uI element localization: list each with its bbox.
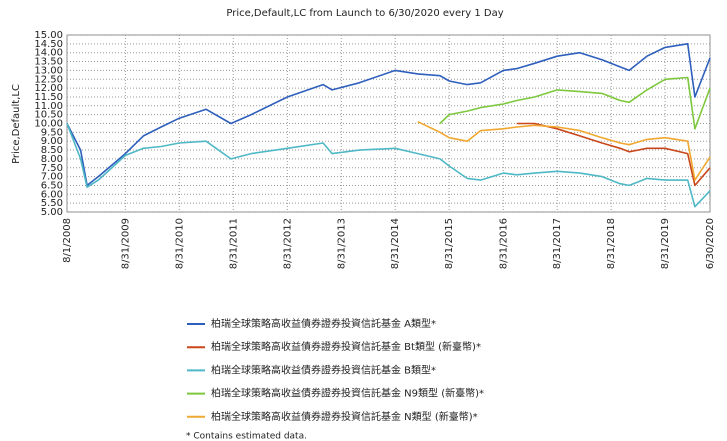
x-tick-label: 8/31/2017: [552, 218, 563, 269]
x-tick-label: 8/31/2012: [282, 218, 293, 269]
x-tick-label: 8/31/2014: [390, 218, 401, 269]
legend-label: 柏瑞全球策略高收益債券證券投資信託基金 N9類型 (新臺幣)*: [211, 387, 484, 400]
x-tick-label: 6/30/2020: [705, 218, 716, 269]
y-tick-label: 12.50: [34, 74, 63, 85]
x-tick-label: 8/31/2013: [336, 218, 347, 269]
x-tick-label: 8/31/2010: [174, 218, 185, 269]
y-tick-label: 9.50: [41, 127, 63, 138]
legend-label: 柏瑞全球策略高收益債券證券投資信託基金 Bt類型 (新臺幣)*: [211, 340, 481, 353]
footnote: * Contains estimated data.: [186, 432, 307, 441]
x-tick-label: 8/31/2015: [444, 218, 455, 269]
x-tick-label: 8/31/2016: [498, 218, 509, 269]
y-tick-label: 14.50: [34, 39, 63, 50]
series-line: [516, 122, 711, 187]
x-tick-label: 8/31/2011: [228, 218, 239, 269]
y-tick-label: 10.50: [34, 110, 63, 121]
x-tick-label: 8/31/2009: [120, 218, 131, 269]
series-line: [439, 76, 711, 130]
y-tick-label: 11.50: [34, 92, 63, 103]
chart-title: Price,Default,LC from Launch to 6/30/202…: [226, 8, 503, 19]
y-tick-label: 12.00: [34, 83, 63, 94]
y-tick-label: 5.00: [41, 207, 63, 218]
y-tick-label: 5.50: [41, 198, 63, 209]
y-tick-label: 8.00: [41, 154, 63, 165]
x-tick-label: 8/1/2008: [62, 218, 73, 263]
legend-label: 柏瑞全球策略高收益債券證券投資信託基金 N類型 (新臺幣)*: [211, 410, 478, 423]
y-tick-label: 13.00: [34, 65, 63, 76]
x-tick-label: 8/31/2018: [606, 218, 617, 269]
legend-label: 柏瑞全球策略高收益債券證券投資信託基金 B類型*: [211, 363, 436, 376]
series-line: [66, 43, 711, 187]
y-tick-label: 15.00: [34, 30, 63, 41]
y-tick-label: 9.00: [41, 136, 63, 147]
x-tick-label: 8/31/2019: [660, 218, 671, 269]
series-line: [66, 123, 711, 208]
y-tick-label: 11.00: [34, 101, 63, 112]
legend-label: 柏瑞全球策略高收益債券證券投資信託基金 A類型*: [211, 317, 436, 330]
y-tick-label: 7.50: [41, 163, 63, 174]
y-tick-label: 13.50: [34, 57, 63, 68]
y-tick-label: 6.50: [41, 180, 63, 191]
y-tick-label: 7.00: [41, 172, 63, 183]
series-line: [417, 120, 711, 181]
y-tick-label: 14.00: [34, 48, 63, 59]
y-axis-label: Price,Default,LC: [11, 84, 22, 164]
y-tick-label: 8.50: [41, 145, 63, 156]
y-tick-label: 10.00: [34, 119, 63, 130]
y-tick-label: 6.00: [41, 189, 63, 200]
